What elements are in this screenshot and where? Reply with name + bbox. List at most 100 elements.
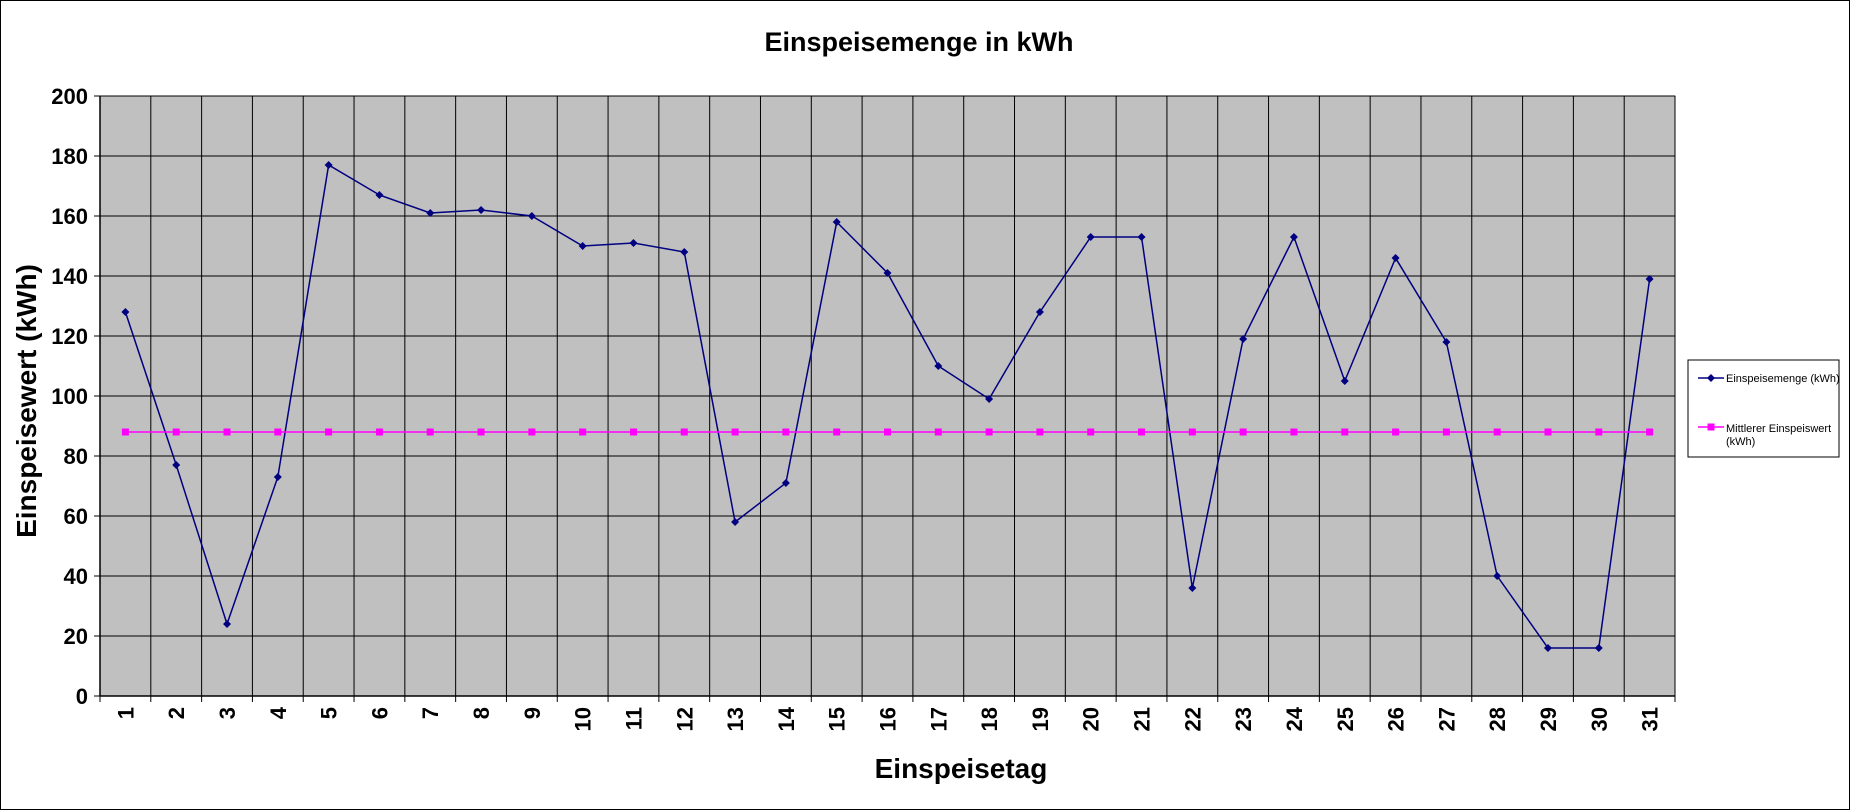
legend: Einspeisemenge (kWh) Mittlerer Einspeisw… (1687, 359, 1840, 458)
data-point-mittlerer (274, 428, 282, 436)
x-tick-label: 28 (1485, 707, 1510, 731)
data-point-mittlerer (1442, 428, 1450, 436)
x-tick-label: 21 (1130, 707, 1155, 731)
legend-marker-einspeisemenge (1707, 374, 1715, 382)
x-tick-labels: 1 2 3 4 5 6 7 8 9 10 11 12 13 14 15 16 17 18 19 20 21 22 23 24 2… (113, 706, 1662, 731)
series-layer (121, 161, 1654, 652)
data-point-einspeisemenge (1137, 233, 1146, 241)
data-point-mittlerer (833, 428, 841, 436)
x-tick-label: 19 (1028, 707, 1053, 731)
data-point-mittlerer (1544, 428, 1552, 436)
x-tick-label: 2 (164, 707, 189, 719)
data-point-einspeisemenge (1493, 572, 1502, 580)
data-point-mittlerer (1493, 428, 1501, 436)
data-point-einspeisemenge (731, 518, 740, 526)
x-tick-label: 18 (977, 707, 1002, 731)
data-point-einspeisemenge (1239, 335, 1248, 343)
x-tick-label: 14 (774, 706, 799, 731)
x-tick-label: 5 (317, 707, 342, 719)
y-tick-label: 140 (51, 264, 88, 289)
data-point-mittlerer (426, 428, 434, 436)
x-tick-label: 7 (418, 707, 443, 719)
x-tick-label: 23 (1231, 707, 1256, 731)
data-point-mittlerer (1239, 428, 1247, 436)
x-axis-title: Einspeisetag (875, 753, 1048, 784)
data-point-mittlerer (121, 428, 129, 436)
data-point-einspeisemenge (273, 473, 282, 481)
data-point-einspeisemenge (1645, 275, 1654, 283)
data-point-einspeisemenge (223, 620, 232, 628)
data-point-einspeisemenge (1035, 308, 1044, 316)
data-point-einspeisemenge (1188, 584, 1197, 592)
x-tick-label: 17 (926, 707, 951, 731)
data-point-mittlerer (528, 428, 536, 436)
data-point-einspeisemenge (578, 242, 587, 250)
data-point-mittlerer (1392, 428, 1400, 436)
data-point-mittlerer (1595, 428, 1603, 436)
x-tick-label: 20 (1079, 707, 1104, 731)
y-tick-label: 60 (64, 504, 88, 529)
chart-title: Einspeisemenge in kWh (764, 27, 1073, 57)
data-point-einspeisemenge (680, 248, 689, 256)
x-tick-label: 30 (1587, 707, 1612, 731)
data-point-einspeisemenge (1289, 233, 1298, 241)
data-point-einspeisemenge (1543, 644, 1552, 652)
x-tick-label: 16 (876, 707, 901, 731)
y-tick-label: 120 (51, 324, 88, 349)
y-axis-title: Einspeisewert (kWh) (11, 264, 42, 538)
y-tick-label: 80 (64, 444, 88, 469)
y-tick-label: 0 (76, 684, 88, 709)
data-point-mittlerer (223, 428, 231, 436)
x-tick-label: 3 (215, 707, 240, 719)
data-point-mittlerer (172, 428, 180, 436)
data-point-einspeisemenge (781, 479, 790, 487)
data-point-mittlerer (731, 428, 739, 436)
data-point-mittlerer (1036, 428, 1044, 436)
data-point-einspeisemenge (172, 461, 181, 469)
data-point-einspeisemenge (1594, 644, 1603, 652)
data-point-einspeisemenge (527, 212, 536, 220)
y-tick-label: 180 (51, 144, 88, 169)
x-tick-label: 29 (1536, 707, 1561, 731)
data-point-einspeisemenge (985, 395, 994, 403)
data-point-einspeisemenge (832, 218, 841, 226)
x-tick-label: 31 (1638, 707, 1663, 731)
y-tick-label: 160 (51, 204, 88, 229)
y-tick-label: 100 (51, 384, 88, 409)
x-tick-label: 13 (723, 707, 748, 731)
x-tick-label: 4 (266, 706, 291, 719)
data-point-einspeisemenge (324, 161, 333, 169)
data-point-mittlerer (884, 428, 891, 436)
data-point-mittlerer (1188, 428, 1196, 436)
data-point-mittlerer (1646, 428, 1654, 436)
data-point-mittlerer (579, 428, 587, 436)
data-point-mittlerer (1138, 428, 1146, 436)
data-point-mittlerer (782, 428, 790, 436)
y-tick-labels: 0 20 40 60 80 100 120 140 160 180 200 (51, 84, 88, 709)
data-point-einspeisemenge (1340, 377, 1349, 385)
data-point-einspeisemenge (1442, 338, 1451, 346)
data-point-mittlerer (985, 428, 993, 436)
legend-label-mittlerer-line2: (kWh) (1726, 436, 1755, 448)
data-point-mittlerer (680, 428, 688, 436)
data-point-einspeisemenge (1086, 233, 1095, 241)
x-tick-label: 22 (1180, 707, 1205, 731)
data-point-einspeisemenge (375, 191, 384, 199)
x-tick-label: 6 (367, 707, 392, 719)
x-tick-label: 15 (825, 707, 850, 731)
data-point-mittlerer (477, 428, 485, 436)
data-point-mittlerer (325, 428, 333, 436)
data-point-mittlerer (934, 428, 942, 436)
data-point-einspeisemenge (121, 308, 130, 316)
data-point-mittlerer (1290, 428, 1298, 436)
y-tick-label: 200 (51, 84, 88, 109)
data-point-einspeisemenge (934, 362, 943, 370)
legend-label-einspeisemenge: Einspeisemenge (kWh) (1726, 373, 1840, 385)
data-point-mittlerer (375, 428, 383, 436)
legend-marker-mittlerer (1707, 423, 1715, 431)
data-point-einspeisemenge (629, 239, 638, 247)
x-tick-label: 12 (672, 707, 697, 731)
data-point-mittlerer (629, 428, 637, 436)
legend-label-mittlerer-line1: Mittlerer Einspeiswert (1726, 423, 1831, 435)
